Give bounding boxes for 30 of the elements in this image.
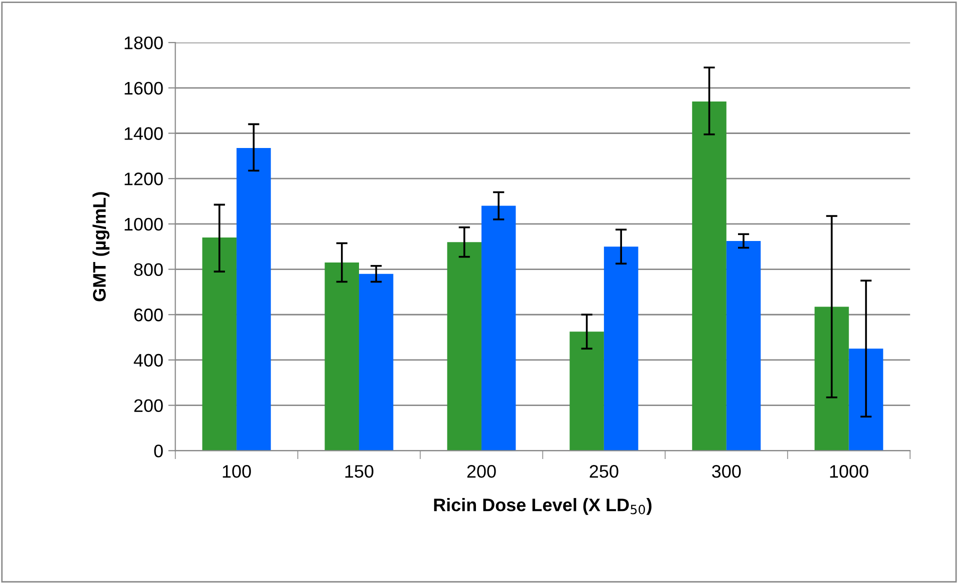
x-tick-label: 100 xyxy=(222,465,251,478)
bar xyxy=(570,332,604,451)
x-tick-label: 300 xyxy=(712,465,741,478)
x-tick-label: 200 xyxy=(467,465,496,478)
x-axis-title: Ricin Dose Level (X LD$_{50}$) xyxy=(434,498,652,515)
bar xyxy=(848,348,884,451)
x-tick-label: 150 xyxy=(345,465,374,478)
y-tick-label: 1600 xyxy=(124,82,163,95)
bar xyxy=(324,262,360,451)
x-tick-label: 1000 xyxy=(830,465,868,478)
y-tick-label: 400 xyxy=(134,354,163,367)
y-tick-label: 600 xyxy=(134,308,163,322)
bar xyxy=(481,206,516,451)
y-tick-label: 1200 xyxy=(124,172,163,186)
y-axis-title: GMT (µg/mL) xyxy=(92,192,110,302)
bar xyxy=(359,274,394,451)
bar xyxy=(202,238,237,451)
y-tick-label: 0 xyxy=(154,444,163,458)
bar xyxy=(692,102,726,451)
y-tick-label: 1400 xyxy=(124,127,163,140)
bar xyxy=(814,306,849,451)
bar xyxy=(726,240,761,451)
y-tick-label: 1000 xyxy=(124,218,163,231)
y-tick-label: 200 xyxy=(134,399,163,412)
bar xyxy=(236,148,271,451)
y-tick-label: 1800 xyxy=(124,36,163,50)
x-tick-label: 250 xyxy=(590,465,618,478)
y-tick-label: 800 xyxy=(134,263,163,276)
bar xyxy=(447,242,482,451)
bar xyxy=(604,246,638,451)
